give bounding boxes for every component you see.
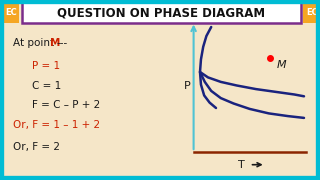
Text: M: M — [277, 60, 286, 70]
Text: Or, F = 1 – 1 + 2: Or, F = 1 – 1 + 2 — [13, 120, 100, 130]
Text: ---: --- — [57, 38, 68, 48]
Text: EC: EC — [5, 8, 17, 17]
Text: Or, F = 2: Or, F = 2 — [13, 142, 60, 152]
Text: At point: At point — [13, 38, 57, 48]
Text: QUESTION ON PHASE DIAGRAM: QUESTION ON PHASE DIAGRAM — [57, 6, 265, 19]
FancyBboxPatch shape — [303, 2, 320, 23]
Text: EC: EC — [306, 8, 317, 17]
FancyBboxPatch shape — [22, 2, 301, 23]
Text: P: P — [184, 81, 191, 91]
FancyBboxPatch shape — [3, 2, 19, 23]
Text: P = 1: P = 1 — [32, 61, 60, 71]
Text: C = 1: C = 1 — [32, 80, 61, 91]
Text: F = C – P + 2: F = C – P + 2 — [32, 100, 100, 110]
Text: T: T — [238, 160, 245, 170]
Text: M: M — [50, 38, 60, 48]
